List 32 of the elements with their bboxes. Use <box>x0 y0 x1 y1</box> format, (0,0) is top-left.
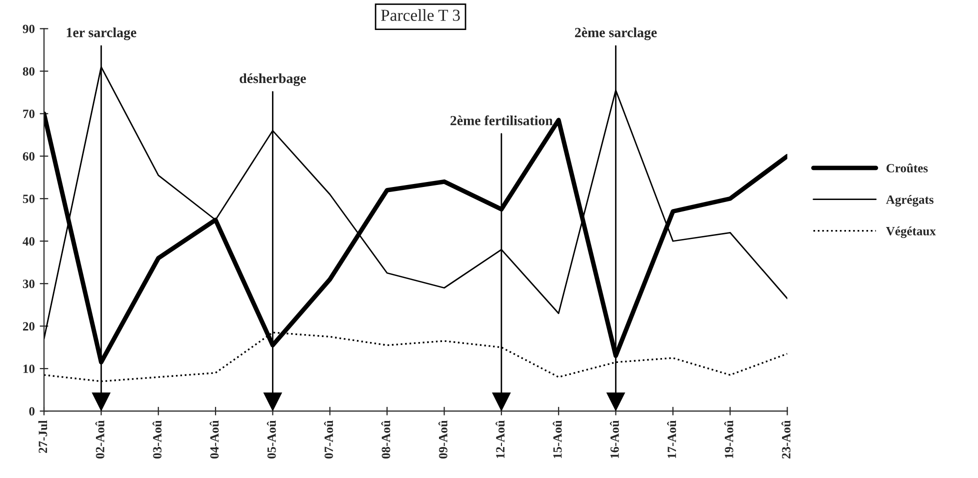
x-tick-label: 16-Aoû <box>610 420 619 458</box>
y-tick-label: 60 <box>22 152 35 161</box>
x-tick-label: 02-Aoû <box>95 420 104 459</box>
y-tick-label: 70 <box>23 110 35 118</box>
ref-line-label: désherbage <box>240 73 306 86</box>
y-tick-label: 20 <box>23 322 35 331</box>
x-tick-label: 27-Jul <box>38 420 48 453</box>
x-tick-label: 17-Aoû <box>667 420 676 458</box>
x-tick-label: 07-Aoû <box>324 420 334 459</box>
x-tick-label: 05-Aoû <box>266 420 276 459</box>
ref-line-label: 2ème fertilisation <box>450 115 553 126</box>
y-tick-label: 0 <box>29 407 35 416</box>
ref-line-label: 2ème sarclage <box>575 27 657 40</box>
ref-line-label: 1er sarclage <box>66 27 136 40</box>
x-tick-label: 04-Aoû <box>210 420 219 459</box>
y-tick-label: 40 <box>22 237 35 246</box>
x-tick-label: 09-Aoû <box>438 420 448 459</box>
x-tick-label: 19-Aoû <box>724 420 734 458</box>
x-tick-label: 08-Aoû <box>381 420 390 459</box>
y-tick-label: 90 <box>22 24 35 34</box>
legend-label: Agrégats <box>886 195 934 206</box>
legend-label: Végétaux <box>886 226 936 238</box>
x-tick-label: 03-Aoû <box>152 420 162 459</box>
legend-label: Croûtes <box>886 163 928 172</box>
y-tick-label: 50 <box>22 194 35 204</box>
x-tick-label: 23-Aoû <box>781 420 790 458</box>
y-tick-label: 10 <box>23 364 35 374</box>
x-tick-label: 12-Aoû <box>496 420 505 458</box>
chart-title: Parcelle T 3 <box>381 9 460 21</box>
y-tick-label: 30 <box>22 280 35 288</box>
y-tick-label: 80 <box>22 67 35 76</box>
x-tick-label: 15-Aoû <box>552 420 562 458</box>
